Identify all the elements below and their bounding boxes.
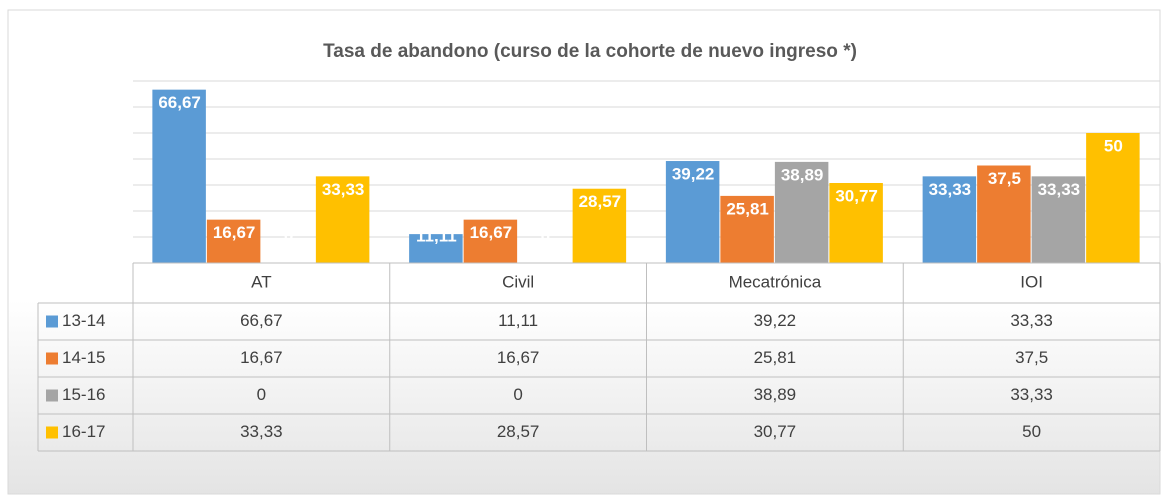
bar [1086, 133, 1140, 263]
legend-key [46, 389, 58, 402]
chart-title: Tasa de abandono (curso de la cohorte de… [323, 41, 857, 62]
table-cell: 33,33 [240, 422, 283, 441]
data-label: 16,67 [213, 223, 256, 242]
data-label: 33,33 [1038, 180, 1081, 199]
bar [977, 165, 1031, 263]
legend-label: 13-14 [62, 311, 105, 330]
data-label: 38,89 [781, 165, 824, 184]
table-cell: 16,67 [240, 348, 283, 367]
table-cell: 0 [513, 385, 522, 404]
legend-key [46, 352, 58, 365]
bar [720, 195, 774, 263]
data-label: 0 [284, 226, 293, 245]
x-tick-label: AT [251, 272, 271, 291]
table-cell: 0 [257, 385, 266, 404]
legend-key [46, 315, 58, 328]
data-label: 30,77 [835, 186, 878, 205]
data-label: 50 [1104, 136, 1123, 155]
bar [409, 234, 463, 263]
table-cell: 33,33 [1010, 385, 1053, 404]
bar [572, 188, 627, 263]
table-cell: 16,67 [497, 348, 540, 367]
bar [315, 176, 370, 263]
data-label: 37,5 [988, 169, 1021, 188]
table-cell: 28,57 [497, 422, 540, 441]
table-cell: 38,89 [754, 385, 797, 404]
bar [829, 182, 883, 263]
table-cell: 37,5 [1015, 348, 1048, 367]
data-label: 28,57 [579, 192, 622, 211]
data-label: 33,33 [322, 180, 365, 199]
data-label: 39,22 [672, 165, 715, 184]
table-cell: 11,11 [498, 311, 538, 330]
data-label: 11,11 [416, 226, 457, 245]
data-label: 16,67 [470, 223, 513, 242]
legend-key [46, 426, 58, 439]
table-cell: 66,67 [240, 311, 283, 330]
data-label: 33,33 [929, 180, 972, 199]
legend-label: 14-15 [62, 348, 105, 367]
legend-label: 16-17 [62, 422, 105, 441]
data-label: 0 [541, 226, 550, 245]
x-tick-label: Civil [502, 272, 534, 291]
x-tick-label: Mecatrónica [729, 272, 822, 291]
bar [922, 176, 977, 263]
legend-label: 15-16 [62, 385, 105, 404]
table-cell: 39,22 [754, 311, 797, 330]
table-cell: 33,33 [1010, 311, 1053, 330]
bar [206, 219, 261, 263]
table-cell: 25,81 [754, 348, 797, 367]
bar [774, 161, 829, 263]
x-tick-label: IOI [1020, 272, 1043, 291]
bar [152, 89, 206, 264]
table-cell: 50 [1022, 422, 1041, 441]
table-cell: 30,77 [754, 422, 797, 441]
data-label: 25,81 [726, 199, 769, 218]
data-label: 66,67 [158, 93, 201, 112]
bar [463, 219, 518, 263]
bar [665, 161, 720, 263]
bar [1031, 176, 1086, 263]
